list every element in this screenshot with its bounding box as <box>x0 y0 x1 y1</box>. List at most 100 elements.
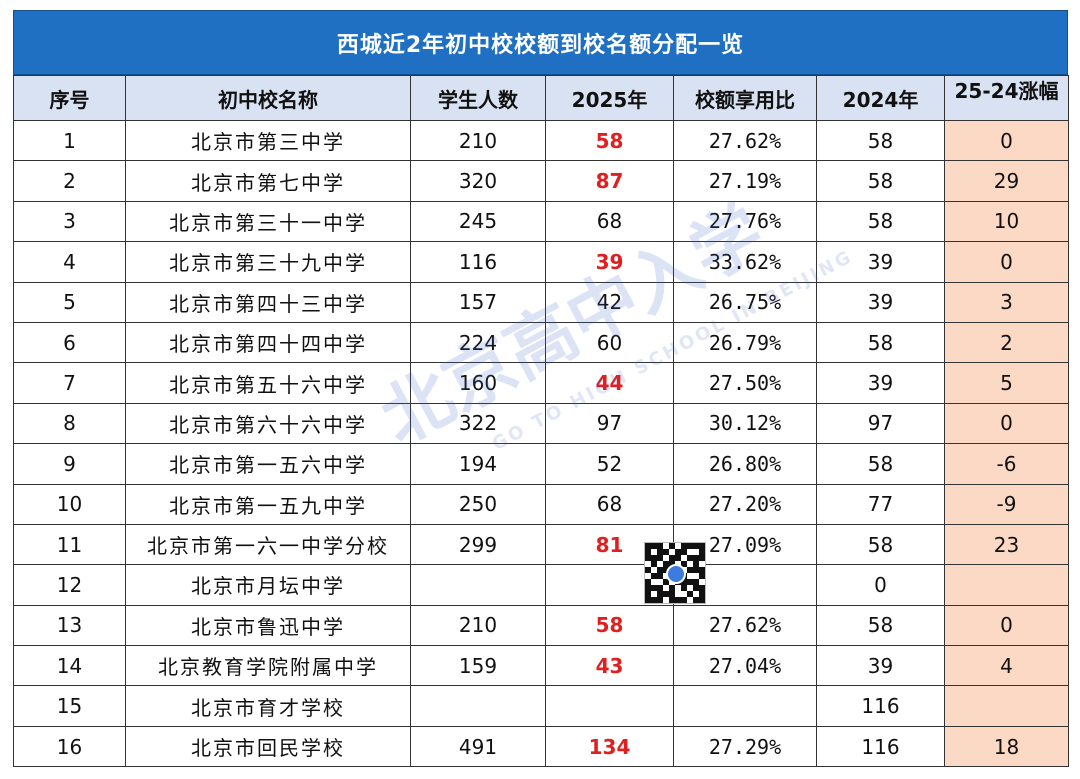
cell-school-name: 北京市第四十三中学 <box>125 281 411 323</box>
header-ratio: 校额享用比 <box>673 75 817 121</box>
page-title: 西城近2年初中校校额到校名额分配一览 <box>13 10 1068 75</box>
cell-students <box>410 564 546 606</box>
cell-ratio: 26.80% <box>673 443 817 485</box>
cell-ratio: 26.75% <box>673 281 817 323</box>
cell-diff: 5 <box>944 362 1069 404</box>
cell-ratio: 27.62% <box>673 604 817 647</box>
cell-2024: 58 <box>816 119 945 162</box>
cell-diff: 18 <box>944 725 1069 768</box>
cell-index: 9 <box>13 443 126 485</box>
cell-2025: 58 <box>545 604 674 647</box>
cell-2024: 39 <box>816 362 945 404</box>
cell-diff <box>944 685 1069 727</box>
cell-school-name: 北京市月坛中学 <box>125 564 411 606</box>
header-2024: 2024年 <box>816 75 945 121</box>
cell-2024: 77 <box>816 483 945 525</box>
cell-2025 <box>545 685 674 727</box>
cell-index: 12 <box>13 564 126 606</box>
cell-index: 16 <box>13 725 126 768</box>
cell-diff: 0 <box>944 402 1069 445</box>
table-row: 9 北京市第一五六中学 194 52 26.80% 58 -6 <box>13 443 1069 485</box>
cell-2025: 42 <box>545 281 674 323</box>
cell-students: 194 <box>410 443 546 485</box>
cell-school-name: 北京市第一五六中学 <box>125 443 411 485</box>
cell-ratio <box>673 685 817 727</box>
cell-2025: 43 <box>545 645 674 687</box>
cell-students: 245 <box>410 200 546 243</box>
cell-students: 210 <box>410 604 546 647</box>
cell-ratio: 27.76% <box>673 200 817 243</box>
cell-2025: 97 <box>545 402 674 445</box>
cell-diff: 0 <box>944 119 1069 162</box>
header-diff: 25-24涨幅 <box>944 75 1069 121</box>
cell-students: 210 <box>410 119 546 162</box>
cell-school-name: 北京市第七中学 <box>125 160 411 202</box>
cell-index: 6 <box>13 321 126 364</box>
cell-school-name: 北京市第一五九中学 <box>125 483 411 525</box>
cell-index: 4 <box>13 241 126 283</box>
table-row: 2 北京市第七中学 320 87 27.19% 58 29 <box>13 160 1069 202</box>
cell-2024: 58 <box>816 443 945 485</box>
table-row: 14 北京教育学院附属中学 159 43 27.04% 39 4 <box>13 645 1069 687</box>
cell-students: 157 <box>410 281 546 323</box>
cell-2024: 58 <box>816 523 945 566</box>
cell-index: 13 <box>13 604 126 647</box>
allocation-table: 序号 初中校名称 学生人数 2025年 校额享用比 2024年 25-24涨幅 … <box>13 75 1069 768</box>
cell-students: 116 <box>410 241 546 283</box>
cell-2024: 58 <box>816 160 945 202</box>
header-2025: 2025年 <box>545 75 674 121</box>
cell-school-name: 北京市第六十六中学 <box>125 402 411 445</box>
table-row: 16 北京市回民学校 491 134 27.29% 116 18 <box>13 725 1069 768</box>
cell-2024: 39 <box>816 645 945 687</box>
cell-school-name: 北京市第一六一中学分校 <box>125 523 411 566</box>
cell-students: 322 <box>410 402 546 445</box>
cell-2025: 39 <box>545 241 674 283</box>
cell-students: 250 <box>410 483 546 525</box>
cell-index: 10 <box>13 483 126 525</box>
table-row: 11 北京市第一六一中学分校 299 81 27.09% 58 23 <box>13 523 1069 566</box>
cell-index: 5 <box>13 281 126 323</box>
cell-school-name: 北京市第三中学 <box>125 119 411 162</box>
cell-school-name: 北京市第三十九中学 <box>125 241 411 283</box>
table-row: 8 北京市第六十六中学 322 97 30.12% 97 0 <box>13 402 1069 445</box>
cell-index: 14 <box>13 645 126 687</box>
cell-index: 1 <box>13 119 126 162</box>
table-row: 13 北京市鲁迅中学 210 58 27.62% 58 0 <box>13 604 1069 647</box>
cell-index: 3 <box>13 200 126 243</box>
cell-2024: 39 <box>816 281 945 323</box>
cell-students: 159 <box>410 645 546 687</box>
cell-school-name: 北京市第四十四中学 <box>125 321 411 364</box>
cell-index: 15 <box>13 685 126 727</box>
cell-diff: -6 <box>944 443 1069 485</box>
table-row: 7 北京市第五十六中学 160 44 27.50% 39 5 <box>13 362 1069 404</box>
cell-diff: 2 <box>944 321 1069 364</box>
table-row: 4 北京市第三十九中学 116 39 33.62% 39 0 <box>13 241 1069 283</box>
header-row: 序号 初中校名称 学生人数 2025年 校额享用比 2024年 25-24涨幅 <box>13 75 1069 121</box>
cell-2024: 39 <box>816 241 945 283</box>
cell-2025: 87 <box>545 160 674 202</box>
cell-students: 299 <box>410 523 546 566</box>
table-row: 12 北京市月坛中学 0 <box>13 564 1069 606</box>
cell-diff: 10 <box>944 200 1069 243</box>
cell-ratio: 27.20% <box>673 483 817 525</box>
cell-ratio: 27.19% <box>673 160 817 202</box>
cell-school-name: 北京市第三十一中学 <box>125 200 411 243</box>
cell-school-name: 北京市育才学校 <box>125 685 411 727</box>
cell-ratio: 27.50% <box>673 362 817 404</box>
cell-school-name: 北京市第五十六中学 <box>125 362 411 404</box>
cell-diff: -9 <box>944 483 1069 525</box>
table-row: 3 北京市第三十一中学 245 68 27.76% 58 10 <box>13 200 1069 243</box>
cell-index: 7 <box>13 362 126 404</box>
cell-ratio: 30.12% <box>673 402 817 445</box>
cell-diff: 4 <box>944 645 1069 687</box>
cell-students: 160 <box>410 362 546 404</box>
cell-diff: 0 <box>944 604 1069 647</box>
cell-ratio: 27.29% <box>673 725 817 768</box>
cell-2025: 60 <box>545 321 674 364</box>
cell-2025: 68 <box>545 483 674 525</box>
table-container: 西城近2年初中校校额到校名额分配一览 序号 初中校名称 学生人数 2025年 校… <box>13 10 1069 768</box>
cell-2025: 68 <box>545 200 674 243</box>
cell-diff: 29 <box>944 160 1069 202</box>
header-students: 学生人数 <box>410 75 546 121</box>
cell-ratio: 26.79% <box>673 321 817 364</box>
